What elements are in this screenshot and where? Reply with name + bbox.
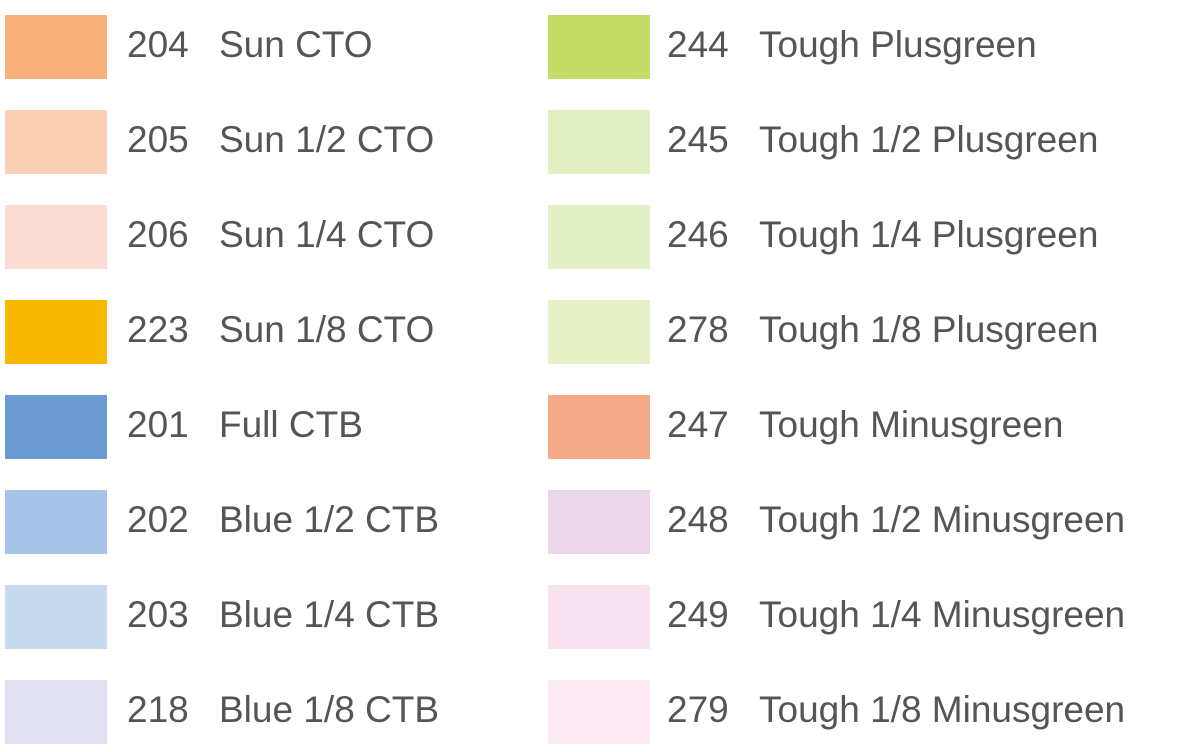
filter-code: 204 (127, 24, 189, 65)
filter-code: 247 (667, 404, 729, 445)
color-swatch (5, 300, 107, 364)
color-swatch (5, 395, 107, 459)
filter-code: 244 (667, 24, 729, 65)
filter-code: 279 (667, 689, 729, 730)
color-swatch (548, 585, 650, 649)
filter-code: 245 (667, 119, 729, 160)
filter-name: Tough 1/8 Plusgreen (759, 309, 1098, 350)
filter-name: Tough 1/4 Minusgreen (759, 594, 1125, 635)
color-swatch (548, 490, 650, 554)
color-swatch (5, 110, 107, 174)
filter-code: 223 (127, 309, 189, 350)
filter-code: 218 (127, 689, 189, 730)
filter-name: Tough Minusgreen (759, 404, 1063, 445)
filter-code: 205 (127, 119, 189, 160)
filter-code: 248 (667, 499, 729, 540)
filter-name: Blue 1/4 CTB (219, 594, 439, 635)
color-swatch (548, 110, 650, 174)
filter-code: 249 (667, 594, 729, 635)
filter-name: Tough 1/2 Plusgreen (759, 119, 1098, 160)
filter-name: Tough 1/8 Minusgreen (759, 689, 1125, 730)
color-swatch (5, 15, 107, 79)
filter-name: Tough 1/4 Plusgreen (759, 214, 1098, 255)
filter-code: 202 (127, 499, 189, 540)
filter-name: Sun 1/2 CTO (219, 119, 434, 160)
color-swatch (5, 205, 107, 269)
color-swatch (5, 490, 107, 554)
filter-name: Sun 1/4 CTO (219, 214, 434, 255)
filter-code: 246 (667, 214, 729, 255)
color-swatch (548, 205, 650, 269)
filter-name: Full CTB (219, 404, 363, 445)
color-swatch (548, 15, 650, 79)
filter-name: Blue 1/2 CTB (219, 499, 439, 540)
filter-name: Sun CTO (219, 24, 373, 65)
color-swatch (5, 680, 107, 744)
color-swatch (5, 585, 107, 649)
filter-name: Tough Plusgreen (759, 24, 1037, 65)
filter-code: 278 (667, 309, 729, 350)
filter-code: 206 (127, 214, 189, 255)
color-swatch (548, 395, 650, 459)
filter-code: 201 (127, 404, 189, 445)
filter-name: Tough 1/2 Minusgreen (759, 499, 1125, 540)
color-swatch (548, 300, 650, 364)
color-swatch (548, 680, 650, 744)
filter-name: Sun 1/8 CTO (219, 309, 434, 350)
filter-name: Blue 1/8 CTB (219, 689, 439, 730)
filter-code: 203 (127, 594, 189, 635)
